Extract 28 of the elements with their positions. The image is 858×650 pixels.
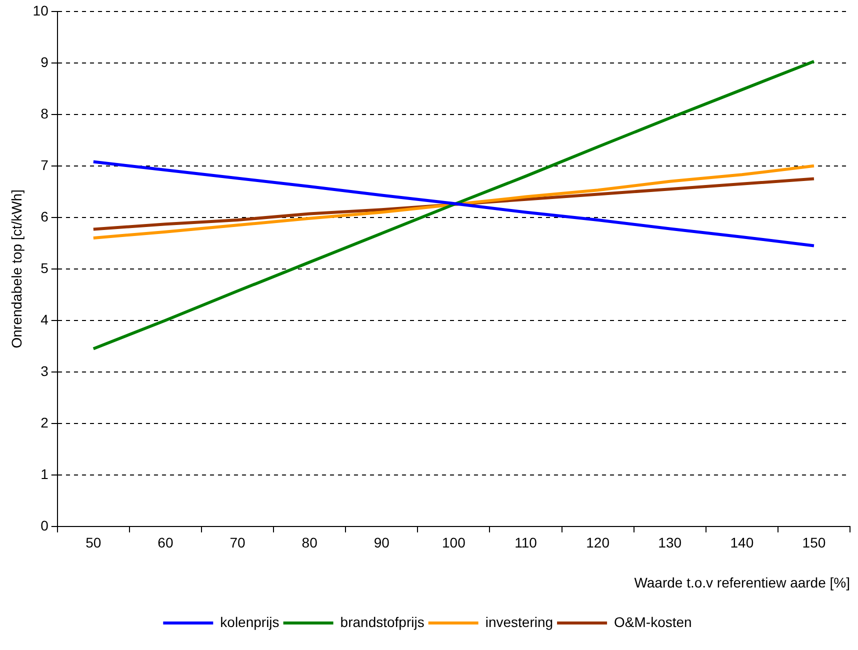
x-tick-label: 100 bbox=[442, 534, 466, 551]
x-tick-label: 130 bbox=[658, 534, 682, 551]
y-tick-label: 3 bbox=[40, 362, 49, 379]
x-tick-label: 150 bbox=[802, 534, 826, 551]
x-tick-label: 80 bbox=[302, 534, 318, 551]
x-tick-label: 110 bbox=[514, 534, 538, 551]
y-tick-label: 7 bbox=[40, 156, 49, 173]
y-tick-label: 10 bbox=[32, 2, 49, 18]
x-tick-label: 60 bbox=[158, 534, 174, 551]
y-tick-label: 8 bbox=[40, 105, 49, 122]
x-tick-label: 120 bbox=[586, 534, 610, 551]
y-axis-title: Onrendabele top [ct/kWh] bbox=[8, 190, 24, 348]
x-tick-label: 140 bbox=[730, 534, 754, 551]
x-tick-label: 70 bbox=[230, 534, 246, 551]
x-tick-label: 50 bbox=[86, 534, 102, 551]
legend-label: brandstofprijs bbox=[340, 614, 424, 630]
y-tick-label: 2 bbox=[40, 414, 49, 430]
legend-label: O&M-kosten bbox=[614, 614, 692, 630]
y-tick-label: 4 bbox=[40, 311, 49, 328]
x-tick-label: 90 bbox=[374, 534, 390, 551]
y-tick-label: 9 bbox=[40, 54, 49, 70]
y-tick-label: 6 bbox=[40, 208, 49, 224]
y-tick-label: 5 bbox=[40, 260, 49, 276]
x-axis-title: Waarde t.o.v referentiew aarde [%] bbox=[634, 574, 850, 590]
y-tick-label: 0 bbox=[40, 517, 49, 534]
y-tick-label: 1 bbox=[40, 466, 49, 482]
legend-label: kolenprijs bbox=[220, 614, 280, 630]
legend-label: investering bbox=[485, 614, 554, 630]
